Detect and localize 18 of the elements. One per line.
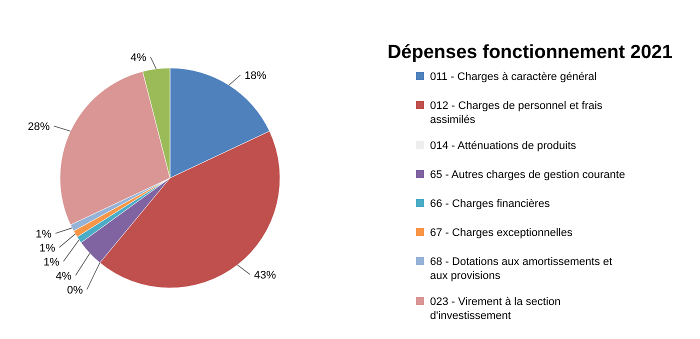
data-label: 1%	[44, 256, 60, 268]
data-label: 43%	[254, 269, 276, 282]
chart-title: Dépenses fonctionnement 2021	[387, 42, 673, 63]
legend-label: 012 - Charges de personnel et frais assimilés	[430, 100, 603, 126]
text: 0%	[67, 284, 83, 296]
data-label: 18%	[244, 70, 267, 82]
data-label: 1%	[39, 242, 56, 254]
legend-label: 68 - Dotations aux amortissements et aux provisions	[430, 256, 612, 282]
legend-label: 023 - Virement à la section d'investissement	[430, 296, 561, 322]
legend-label: 65 - Autres charges de gestion courante	[430, 169, 626, 181]
data-label: 4%	[130, 52, 147, 64]
legend-label: 66 - Charges financières	[430, 198, 550, 210]
legend-label: 014 - Atténuations de produits	[430, 140, 577, 152]
legend-label: 011 - Charges à caractère général	[430, 71, 597, 83]
data-label: 28%	[28, 121, 50, 134]
data-label: 1%	[36, 228, 52, 240]
data-label: 4%	[56, 270, 72, 282]
legend-label: 67 - Charges exceptionnelles	[430, 227, 573, 239]
